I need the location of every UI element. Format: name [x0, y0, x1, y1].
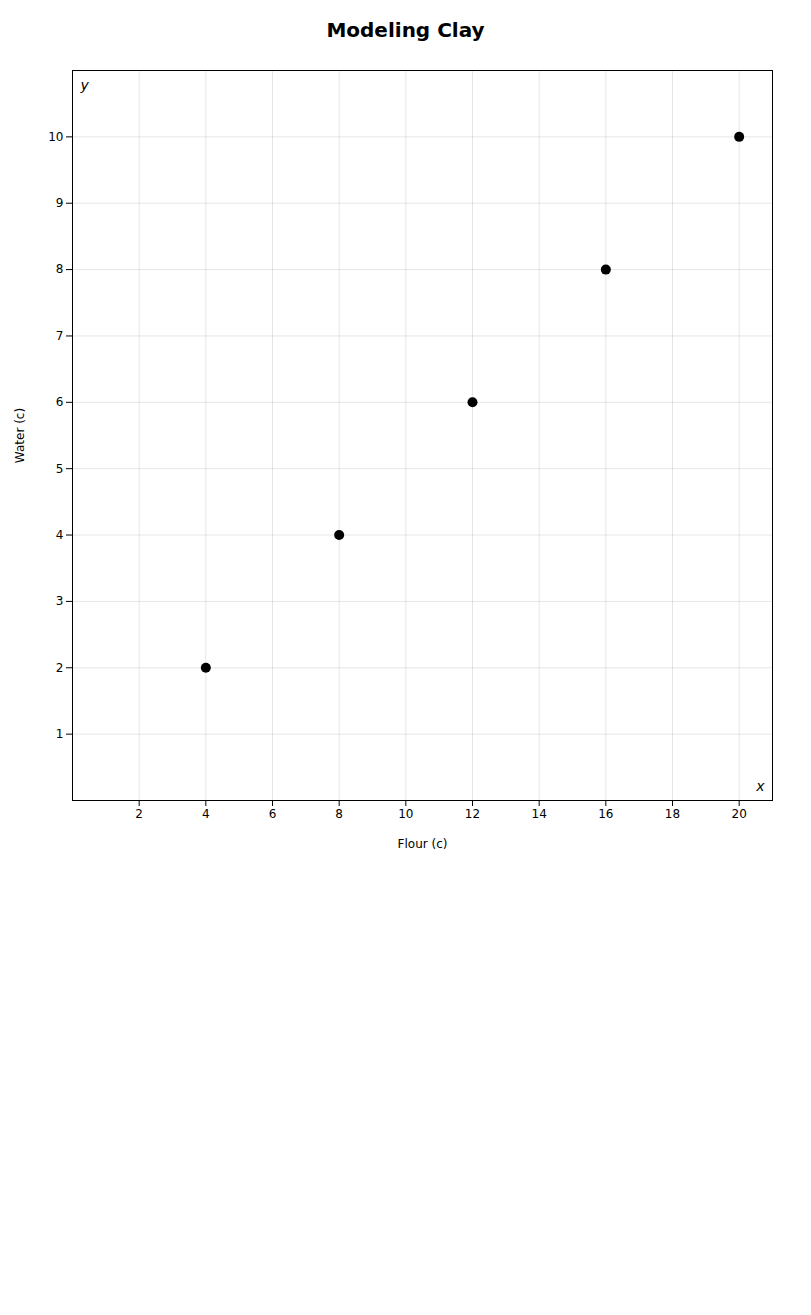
html-text:Modeling Clay: Modeling Clay	[326, 18, 485, 42]
svg-text:6: 6	[56, 395, 64, 409]
svg-text:2: 2	[56, 661, 64, 675]
svg-text:1: 1	[56, 727, 64, 741]
svg-text:6: 6	[269, 807, 277, 821]
svg-text:10: 10	[398, 807, 413, 821]
svg-text:18: 18	[665, 807, 680, 821]
svg-text:5: 5	[56, 462, 64, 476]
svg-text:8: 8	[335, 807, 343, 821]
svg-text:Water (c): Water (c)	[13, 408, 27, 463]
svg-text:20: 20	[732, 807, 747, 821]
svg-text:9: 9	[56, 196, 64, 210]
svg-text:8: 8	[56, 262, 64, 276]
svg-text:y: y	[80, 77, 90, 93]
svg-text:14: 14	[532, 807, 547, 821]
svg-text:4: 4	[56, 528, 64, 542]
svg-text:x: x	[755, 778, 765, 794]
svg-text:10: 10	[48, 130, 63, 144]
svg-text:16: 16	[598, 807, 613, 821]
svg-text:12: 12	[465, 807, 480, 821]
svg-text:3: 3	[56, 594, 64, 608]
svg-text:7: 7	[56, 329, 64, 343]
svg-text:Flour (c): Flour (c)	[398, 837, 448, 851]
svg-text:4: 4	[202, 807, 210, 821]
svg-text:2: 2	[135, 807, 143, 821]
